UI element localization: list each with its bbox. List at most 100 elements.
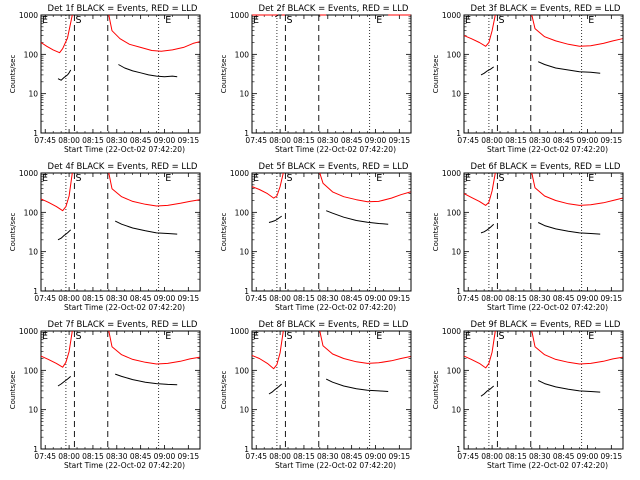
x-tick-label: 08:00 xyxy=(58,136,80,145)
panel-title: Det 5f BLACK = Events, RED = LLD xyxy=(259,162,409,172)
lld-series-A xyxy=(40,14,73,54)
event-marker-label: S xyxy=(498,331,504,342)
x-tick-label: 08:45 xyxy=(553,452,575,461)
x-axis-label: Start Time (22-Oct-02 07:42:20) xyxy=(275,303,396,312)
y-tick-label: 1 xyxy=(244,287,249,296)
panel-title: Det 4f BLACK = Events, RED = LLD xyxy=(48,162,198,172)
y-tick-label: 100 xyxy=(447,208,462,217)
event-marker-label: E xyxy=(253,173,259,184)
x-tick-label: 08:30 xyxy=(529,452,551,461)
y-tick-label: 100 xyxy=(235,366,250,375)
event-marker-label: E xyxy=(465,15,471,26)
y-tick-label: 1000 xyxy=(442,11,461,20)
y-tick-label: 100 xyxy=(24,50,39,59)
y-tick-label: 1 xyxy=(456,129,461,138)
x-tick-label: 08:00 xyxy=(269,136,291,145)
x-tick-label: 08:15 xyxy=(82,452,104,461)
lld-series-B xyxy=(319,172,411,203)
x-tick-label: 07:45 xyxy=(245,136,267,145)
x-axis-label: Start Time (22-Oct-02 07:42:20) xyxy=(487,145,608,154)
x-tick-label: 09:00 xyxy=(365,452,387,461)
x-tick-label: 08:30 xyxy=(106,452,128,461)
x-tick-label: 09:15 xyxy=(389,452,411,461)
y-tick-label: 1000 xyxy=(19,169,38,178)
panel-title: Det 7f BLACK = Events, RED = LLD xyxy=(48,320,198,330)
events-series-B xyxy=(118,64,178,78)
event-marker-label: E xyxy=(165,15,171,26)
y-tick-label: 1 xyxy=(456,287,461,296)
y-tick-label: 10 xyxy=(451,406,461,415)
event-marker-label: E xyxy=(42,331,48,342)
x-tick-label: 08:15 xyxy=(505,294,527,303)
event-marker-label: S xyxy=(286,331,292,342)
y-tick-label: 10 xyxy=(239,90,249,99)
event-marker-label: S xyxy=(75,173,81,184)
plot-frame xyxy=(251,330,412,450)
event-marker-label: E xyxy=(376,15,382,26)
y-tick-label: 10 xyxy=(451,248,461,257)
panel-title: Det 6f BLACK = Events, RED = LLD xyxy=(471,162,621,172)
event-marker-label: E xyxy=(588,331,594,342)
x-tick-label: 07:45 xyxy=(457,452,479,461)
x-tick-label: 09:15 xyxy=(178,452,200,461)
y-tick-label: 100 xyxy=(24,366,39,375)
x-tick-label: 09:15 xyxy=(601,294,623,303)
events-series-A xyxy=(57,229,72,241)
x-tick-label: 08:15 xyxy=(505,136,527,145)
x-tick-label: 08:30 xyxy=(106,294,128,303)
events-series-B xyxy=(537,380,601,393)
y-axis-label: Counts/sec xyxy=(9,55,17,94)
y-tick-label: 100 xyxy=(447,50,462,59)
detector-panel-4: Det 4f BLACK = Events, RED = LLD 1 10 100 10… xyxy=(9,162,201,312)
panel-title: Det 1f BLACK = Events, RED = LLD xyxy=(48,4,198,14)
x-axis-label: Start Time (22-Oct-02 07:42:20) xyxy=(64,145,185,154)
x-tick-label: 08:45 xyxy=(130,136,152,145)
lld-series-A xyxy=(40,172,73,212)
y-tick-label: 1 xyxy=(456,445,461,454)
y-tick-label: 10 xyxy=(239,248,249,257)
detector-panel-8: Det 8f BLACK = Events, RED = LLD 1 10 100 10… xyxy=(220,320,412,470)
lld-series-B xyxy=(531,172,623,206)
event-marker-label: E xyxy=(465,331,471,342)
y-tick-label: 10 xyxy=(28,90,38,99)
events-series-B xyxy=(114,220,178,235)
x-tick-label: 09:15 xyxy=(601,452,623,461)
event-marker-label: S xyxy=(498,15,504,26)
plot-frame xyxy=(40,14,201,134)
x-tick-label: 08:30 xyxy=(529,294,551,303)
plot-frame xyxy=(251,14,412,134)
event-marker-label: E xyxy=(42,173,48,184)
x-tick-label: 08:30 xyxy=(317,136,339,145)
event-marker-label: E xyxy=(376,331,382,342)
x-tick-label: 07:45 xyxy=(34,294,56,303)
y-tick-label: 100 xyxy=(447,366,462,375)
events-series-B xyxy=(537,61,601,74)
detector-panel-1: Det 1f BLACK = Events, RED = LLD 1 10 100 10… xyxy=(9,4,201,154)
x-tick-label: 07:45 xyxy=(245,294,267,303)
y-axis-label: Counts/sec xyxy=(432,55,440,94)
y-tick-label: 10 xyxy=(28,406,38,415)
events-series-A xyxy=(268,383,283,395)
event-marker-label: S xyxy=(75,331,81,342)
event-marker-label: E xyxy=(376,173,382,184)
events-series-B xyxy=(326,210,389,225)
x-tick-label: 09:00 xyxy=(365,294,387,303)
events-series-A xyxy=(275,14,282,18)
x-axis-label: Start Time (22-Oct-02 07:42:20) xyxy=(64,461,185,470)
events-series-A xyxy=(57,69,72,81)
x-tick-label: 08:15 xyxy=(293,136,315,145)
events-series-B xyxy=(325,378,389,392)
y-axis-label: Counts/sec xyxy=(220,213,228,252)
x-tick-label: 09:00 xyxy=(365,136,387,145)
event-marker-label: E xyxy=(588,173,594,184)
x-tick-label: 08:30 xyxy=(317,452,339,461)
plot-frame xyxy=(251,172,412,292)
x-tick-label: 08:45 xyxy=(130,294,152,303)
events-series-A xyxy=(480,66,494,76)
detector-panel-3: Det 3f BLACK = Events, RED = LLD 1 10 100 10… xyxy=(432,4,624,154)
events-series-B xyxy=(115,373,178,386)
y-axis-label: Counts/sec xyxy=(9,213,17,252)
event-marker-label: E xyxy=(253,331,259,342)
plot-frame xyxy=(40,330,201,450)
lld-series-A xyxy=(251,330,284,370)
